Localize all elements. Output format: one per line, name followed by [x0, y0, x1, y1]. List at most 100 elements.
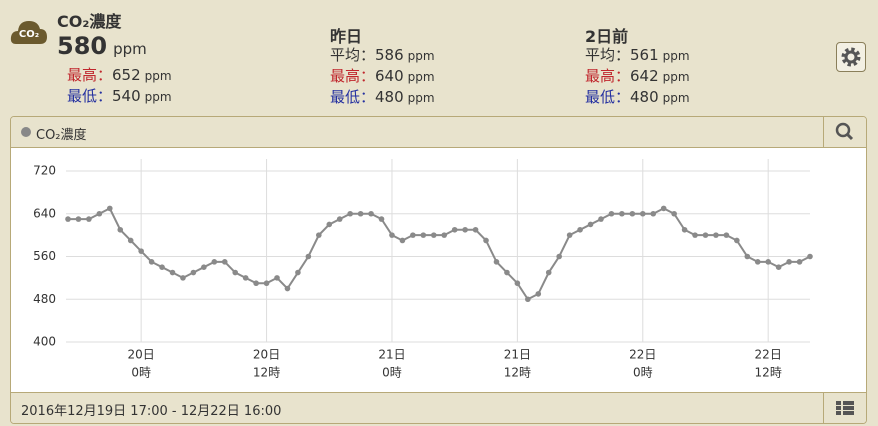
point [138, 248, 144, 254]
point [650, 210, 657, 217]
stat: 平均：561 ppm [585, 44, 690, 65]
column-title: 昨日 [330, 27, 363, 46]
point [117, 226, 124, 233]
point [410, 232, 416, 238]
point [127, 237, 134, 244]
stat-label: 平均： [585, 46, 631, 64]
point [619, 210, 625, 217]
point [221, 259, 228, 265]
point [75, 216, 82, 222]
legend-dot [21, 127, 31, 137]
search-icon [835, 122, 854, 141]
stat: 最低：480 ppm [585, 86, 690, 107]
point [107, 205, 113, 212]
x-tick-label: 12時 [755, 366, 782, 380]
x-tick-label: 0時 [131, 366, 151, 380]
point [535, 291, 542, 297]
x-tick-label: 21日 [378, 348, 405, 362]
stat-label: 最低： [67, 87, 113, 105]
point [639, 210, 646, 217]
search-button[interactable] [823, 117, 866, 147]
point [399, 237, 406, 244]
x-tick-label: 0時 [382, 366, 402, 380]
x-tick-label: 12時 [504, 366, 531, 380]
stat-value: 480 [630, 88, 659, 106]
stat-value: 540 [112, 87, 141, 105]
point [420, 232, 427, 238]
point [734, 237, 740, 244]
point [347, 210, 353, 217]
stat-label: 平均： [330, 46, 376, 64]
point [629, 210, 636, 217]
point [807, 253, 813, 260]
point [242, 275, 249, 281]
point [775, 264, 782, 270]
point [211, 259, 218, 265]
point [598, 216, 604, 222]
point [566, 232, 573, 238]
value: 580 [57, 32, 108, 60]
point [336, 216, 343, 222]
panel-header: CO₂濃度 [11, 117, 866, 148]
point [545, 269, 552, 276]
point [326, 221, 333, 228]
stat-unit: ppm [407, 91, 435, 105]
stat-unit: ppm [662, 49, 690, 63]
stat-unit: ppm [144, 69, 172, 83]
stat-value: 640 [375, 67, 404, 85]
y-tick-label: 720 [33, 164, 56, 178]
stat-label: 最高： [67, 66, 113, 84]
cloud [10, 21, 47, 44]
co2-icon: CO₂ [10, 16, 48, 46]
stat-label: 最低： [330, 88, 376, 106]
y-tick-label: 640 [33, 206, 56, 220]
point [483, 237, 489, 244]
panel-title: CO₂濃度 [36, 128, 87, 143]
point [493, 259, 500, 265]
point [504, 269, 510, 276]
date-range: 2016年12月19日 17:00 - 12月22日 16:00 [21, 404, 282, 419]
current-title: CO₂濃度 [57, 12, 122, 31]
stat-unit: ppm [407, 70, 435, 84]
line [68, 207, 811, 301]
stat-label: 最高： [585, 67, 631, 85]
icon-label: CO₂ [18, 29, 40, 40]
point [681, 226, 688, 233]
point [201, 264, 207, 270]
point [556, 253, 562, 260]
stat-value: 480 [375, 88, 404, 106]
x-tick-label: 20日 [128, 348, 155, 362]
point [462, 226, 468, 233]
stat: 最高：640 ppm [330, 65, 435, 86]
point [765, 259, 771, 265]
stat: 最高：652 ppm [67, 64, 172, 85]
point [263, 280, 270, 287]
point [357, 210, 364, 217]
x-tick-label: 0時 [633, 366, 653, 380]
panel-footer: 2016年12月19日 17:00 - 12月22日 16:00 [11, 392, 866, 423]
point [284, 285, 291, 292]
point [796, 259, 803, 265]
y-tick-label: 400 [33, 335, 56, 349]
point [744, 253, 751, 260]
y-tick-label: 480 [33, 292, 56, 306]
point [368, 210, 374, 217]
stat-value: 586 [375, 46, 404, 64]
stat: 最低：480 ppm [330, 86, 435, 107]
point [723, 232, 730, 238]
x-tick-label: 21日 [504, 348, 531, 362]
table-button[interactable] [823, 393, 866, 423]
point [378, 216, 385, 222]
settings-button[interactable] [836, 42, 866, 72]
unit: ppm [113, 40, 147, 58]
stat-label: 最低： [585, 88, 631, 106]
point [692, 232, 698, 238]
x-tick-label: 20日 [253, 348, 280, 362]
stat-value: 561 [630, 46, 659, 64]
point [587, 221, 594, 228]
point [253, 280, 259, 287]
point [148, 259, 155, 265]
stat: 平均：586 ppm [330, 44, 435, 65]
point [451, 226, 458, 233]
